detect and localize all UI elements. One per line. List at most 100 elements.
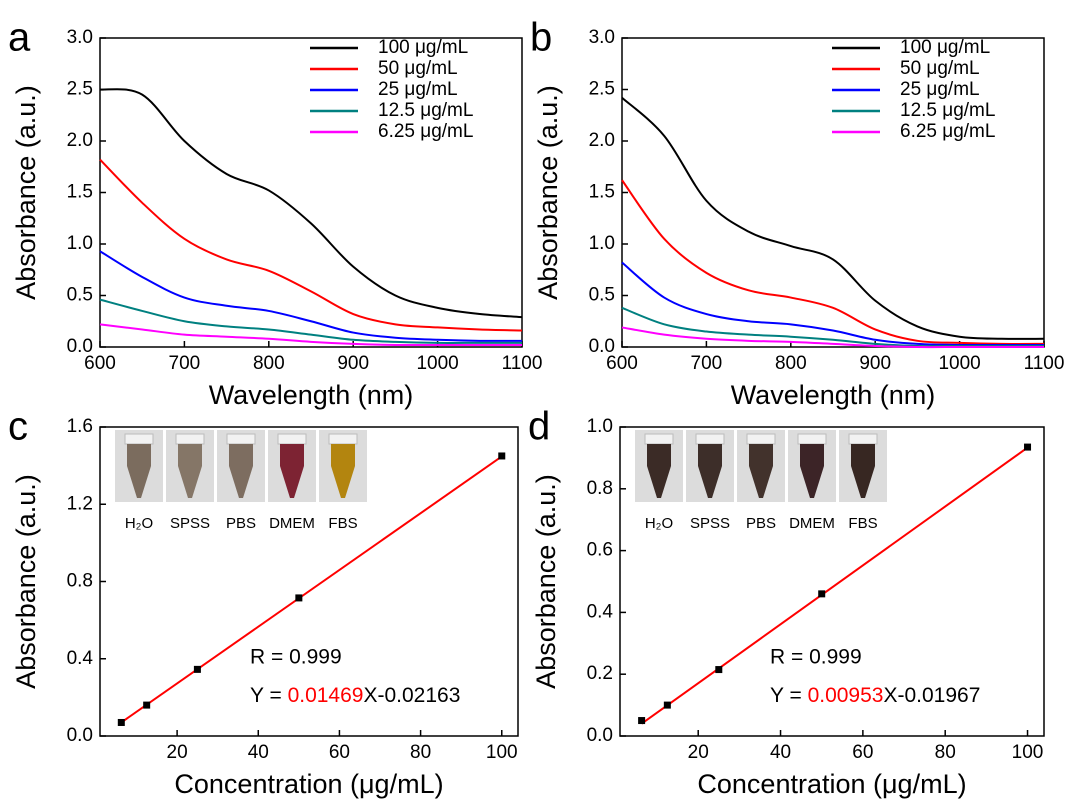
y-tick-label: 0.4 <box>587 601 614 622</box>
r-value: R = 0.999 <box>250 646 342 669</box>
x-tick-label: 1100 <box>1024 353 1065 374</box>
x-tick-label: 40 <box>248 742 269 763</box>
data-point <box>663 701 671 709</box>
y-tick-label: 0.4 <box>67 648 94 669</box>
plot-frame <box>619 426 1045 737</box>
tube-cap <box>277 433 307 445</box>
tube <box>647 444 671 498</box>
fit-equation: Y = 0.00953X-0.01967 <box>770 684 980 707</box>
spectrum-line <box>621 306 1044 348</box>
fit-line <box>120 455 503 724</box>
tube-cap <box>124 433 154 445</box>
y-tick-label: 1.2 <box>67 493 93 514</box>
spectrum-line <box>621 326 1044 349</box>
tube-cap <box>226 433 256 445</box>
y-tick-label: 0.0 <box>67 336 93 357</box>
y-tick-label: 0.5 <box>589 285 615 306</box>
tube <box>280 444 304 498</box>
data-point <box>1024 443 1032 451</box>
inset-label: SPSS <box>170 515 210 532</box>
x-axis-title: Wavelength (nm) <box>731 380 936 410</box>
tube-cap <box>328 433 358 445</box>
x-tick-label: 700 <box>169 353 201 374</box>
y-axis-title: Absorbance (a.u.) <box>11 474 41 689</box>
spectrum-line <box>621 96 1045 340</box>
inset-label: H₂O <box>125 515 153 532</box>
y-tick-label: 3.0 <box>589 27 615 48</box>
data-point <box>498 452 506 460</box>
panel-letter: d <box>528 405 550 449</box>
tube <box>749 444 773 498</box>
x-tick-label: 60 <box>329 742 350 763</box>
tube-cap <box>175 433 205 445</box>
y-axis-title: Absorbance (a.u.) <box>11 85 41 300</box>
inset-label: DMEM <box>269 515 315 532</box>
y-axis-title: Absorbance (a.u.) <box>531 474 561 689</box>
x-axis-title: Concentration (μg/mL) <box>174 769 443 799</box>
y-tick-label: 3.0 <box>67 27 93 48</box>
y-tick-label: 1.0 <box>589 233 615 254</box>
equation-intercept: -0.02163 <box>378 684 461 707</box>
y-tick-label: 0.0 <box>67 725 93 746</box>
inset-label: DMEM <box>789 515 835 532</box>
y-tick-label: 1.6 <box>67 416 93 437</box>
data-point <box>638 717 646 725</box>
spectrum-line <box>99 158 523 332</box>
y-tick-label: 0.5 <box>67 285 93 306</box>
x-tick-label: 20 <box>688 742 709 763</box>
equation-intercept: -0.01967 <box>898 684 981 707</box>
data-point <box>295 594 303 602</box>
y-tick-label: 0.0 <box>589 336 615 357</box>
x-tick-label: 80 <box>935 742 956 763</box>
legend-label: 100 μg/mL <box>900 37 990 58</box>
x-tick-label: 700 <box>691 353 723 374</box>
legend-label: 6.25 μg/mL <box>378 121 473 142</box>
plot-frame <box>99 37 523 348</box>
y-tick-label: 1.5 <box>589 182 615 203</box>
y-tick-label: 1.0 <box>587 416 613 437</box>
legend-label: 6.25 μg/mL <box>900 121 995 142</box>
legend-label: 50 μg/mL <box>900 58 980 79</box>
inset-label: H₂O <box>645 515 673 532</box>
equation-prefix: Y = <box>250 684 288 707</box>
x-tick-label: 100 <box>486 742 518 763</box>
equation-x: X <box>883 684 897 707</box>
tube <box>851 444 875 498</box>
legend-label: 50 μg/mL <box>378 58 458 79</box>
x-tick-label: 40 <box>770 742 791 763</box>
y-tick-label: 2.0 <box>589 130 615 151</box>
fit-line <box>641 446 1029 725</box>
legend-label: 12.5 μg/mL <box>900 100 995 121</box>
y-tick-label: 2.0 <box>67 130 93 151</box>
x-tick-label: 20 <box>167 742 188 763</box>
x-tick-label: 900 <box>859 353 891 374</box>
x-tick-label: 600 <box>84 353 116 374</box>
r-value: R = 0.999 <box>770 646 862 669</box>
tube <box>331 444 355 498</box>
y-tick-label: 0.8 <box>67 571 93 592</box>
fit-equation: Y = 0.01469X-0.02163 <box>250 684 460 707</box>
plot-frame <box>621 37 1045 348</box>
tube-cap <box>848 433 878 445</box>
x-tick-label: 800 <box>253 353 285 374</box>
x-tick-label: 800 <box>775 353 807 374</box>
y-tick-label: 2.5 <box>67 79 93 100</box>
tube <box>800 444 824 498</box>
legend-label: 12.5 μg/mL <box>378 100 473 121</box>
plot-frame <box>99 426 519 737</box>
x-axis-title: Wavelength (nm) <box>209 380 414 410</box>
panel-letter: b <box>530 16 552 60</box>
x-tick-label: 900 <box>337 353 369 374</box>
x-tick-label: 600 <box>606 353 638 374</box>
x-axis-title: Concentration (μg/mL) <box>697 769 966 799</box>
y-tick-label: 1.5 <box>67 182 93 203</box>
inset-label: PBS <box>746 515 776 532</box>
legend-label: 25 μg/mL <box>900 79 980 100</box>
y-tick-label: 0.0 <box>587 725 613 746</box>
equation-slope: 0.00953 <box>808 684 884 707</box>
data-point <box>715 666 723 674</box>
data-point <box>143 701 151 709</box>
spectrum-line <box>99 323 522 347</box>
panel-letter: a <box>8 16 31 60</box>
